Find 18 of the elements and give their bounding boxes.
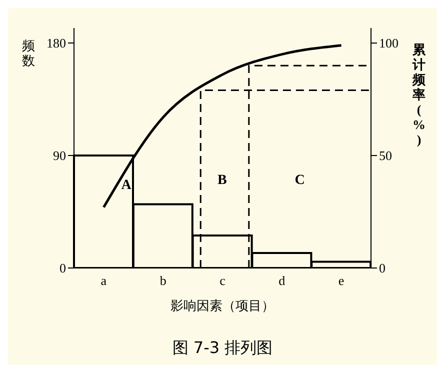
text: 图 7-3 排列图 [171, 338, 274, 359]
y-tick-label: 180 [46, 36, 66, 51]
x-tick-label: e [338, 273, 344, 288]
y-tick-label: 0 [60, 260, 66, 276]
y-tick-label: 90 [53, 148, 66, 164]
y2-axis-title: 累计频率(%) [411, 42, 426, 147]
annotation: A [121, 178, 132, 194]
y2-tick-label: 100 [379, 36, 398, 51]
annotation: B [218, 172, 227, 188]
x-tick-label: d [278, 273, 286, 288]
annotation: C [294, 172, 305, 188]
x-tick-label: b [160, 273, 166, 288]
x-axis-title: 影响因素（项目） [170, 298, 274, 313]
y2-tick-label: 0 [379, 260, 386, 276]
x-tick-label: c [220, 273, 226, 288]
y2-tick-label: 50 [379, 148, 392, 164]
y-axis-title: 频数 [22, 38, 36, 68]
x-tick-label: a [100, 273, 107, 288]
